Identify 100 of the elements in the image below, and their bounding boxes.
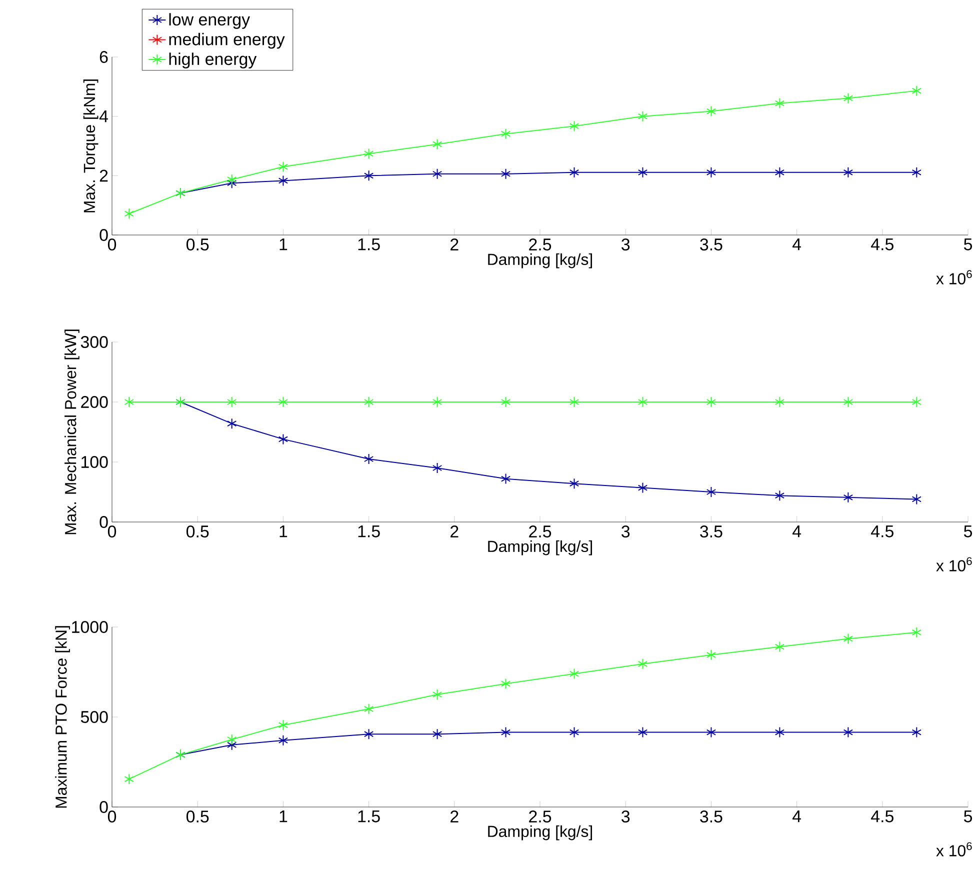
point [912,85,922,96]
point [278,734,288,746]
point [774,166,785,178]
text: x 10$^{6}$ [936,557,972,572]
x-tick-label: 1.5 [358,526,380,538]
x-axis-title: Damping [kg/s] [488,253,592,268]
point [278,175,288,186]
x-tick-label: 0.5 [186,526,209,538]
point [774,396,785,408]
text: x 10$^{6}$ [936,270,972,284]
point [706,106,716,117]
point [364,170,374,182]
legend-label: medium energy [169,32,285,49]
x-tick-label: 3.5 [700,238,722,251]
y-axis-title: Maximum PTO Force [kN] [55,626,70,808]
point [843,726,853,738]
x-tick-label: 4.5 [871,526,894,538]
point [364,703,374,714]
point [500,678,511,690]
legend-label: high energy [169,52,257,68]
point [638,110,648,122]
x-tick-label: 4.5 [871,810,894,822]
y-tick-label: 0 [100,516,108,528]
x-tick-label: 2.5 [529,810,552,823]
point [227,178,237,189]
x-tick-label: 1.5 [358,238,380,250]
point [843,633,853,644]
point [432,396,442,408]
point [432,168,442,180]
point [227,396,237,408]
point [432,462,442,474]
y-tick-label: 6 [100,50,108,63]
x-tick-label: 1 [280,810,288,822]
x-tick-label: 5 [964,810,972,822]
point [706,396,716,408]
point [227,734,237,745]
point [278,434,288,445]
x-tick-label: 1.5 [358,810,380,822]
point [124,208,134,220]
y-axis-title: Max. Mechanical Power [kW] [64,330,80,534]
point [638,396,648,408]
point [364,148,374,160]
x-tick-label: 3.5 [700,526,722,538]
x-tick-label: 4 [792,238,802,250]
point [774,726,785,738]
point [227,174,237,186]
point [364,396,374,408]
x-tick-label: 5 [964,238,972,250]
x-tick-label: 2 [450,810,458,822]
point [638,658,648,670]
x-tick-label: 1 [280,526,288,538]
x-tick-label: 4 [792,526,802,538]
y-tick-label: 4 [99,110,108,122]
point [912,726,922,738]
point [432,728,442,740]
x-tick-label: 0 [108,810,116,823]
x-tick-label: 2 [450,238,458,250]
x-tick-label: 0 [108,238,116,251]
x-tick-label: 5 [964,526,972,538]
point [124,396,134,408]
point [569,668,580,680]
x-tick-label: 0 [108,526,116,538]
point [569,726,580,738]
y-tick-label: 300 [80,336,108,348]
point [500,726,511,738]
x-tick-label: 3 [622,526,630,538]
y-tick-label: 100 [82,456,108,468]
x-axis-title: Damping [kg/s] [488,825,592,840]
x-tick-label: 1 [280,238,288,250]
point [500,168,511,180]
point [912,494,922,505]
point [364,453,374,464]
point [706,726,716,738]
point [227,418,237,430]
x-tick-label: 4.5 [871,238,894,250]
x-axis-title: Damping [kg/s] [488,540,592,556]
point [706,649,716,660]
point [843,492,853,503]
point [500,128,511,140]
point [774,490,785,502]
x-tick-label: 2 [450,526,458,538]
point [843,92,853,104]
point [638,726,648,738]
point [638,482,648,494]
point [843,166,853,178]
point [278,161,288,172]
y-tick-label: 2 [100,170,108,182]
point [278,720,288,731]
point [278,396,288,408]
point [569,120,580,132]
point [912,396,922,408]
point [227,739,237,750]
x-tick-label: 0.5 [186,238,209,251]
point [912,626,922,638]
x-tick-label: 3 [622,810,630,823]
legend-label: low energy [169,13,250,29]
y-axis-title: Max. Torque [kNm] [83,80,98,212]
y-tick-label: 0 [100,228,108,241]
y-tick-label: 1000 [72,621,108,633]
point [706,166,716,178]
